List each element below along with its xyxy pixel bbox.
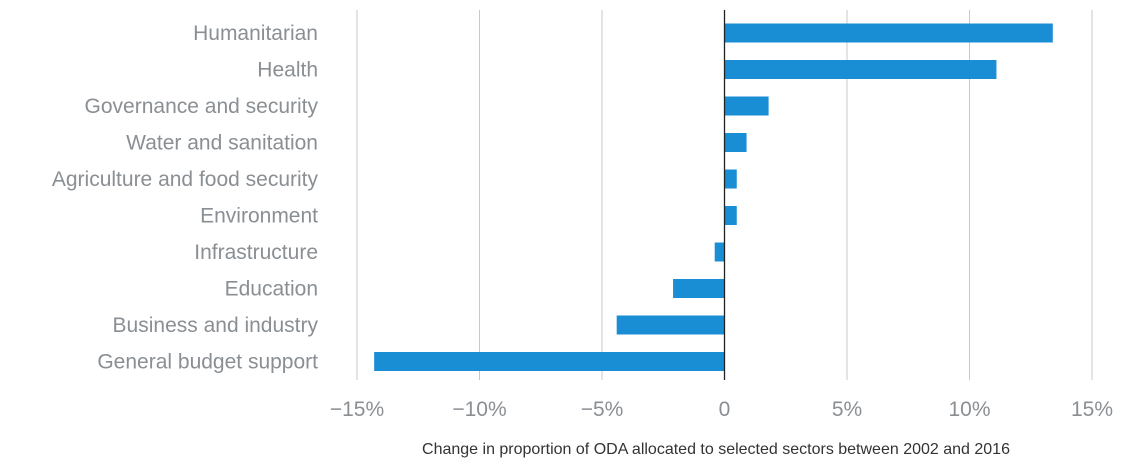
bar: [374, 352, 725, 371]
bar: [673, 279, 725, 298]
category-label: Humanitarian: [193, 22, 318, 45]
category-label: Governance and security: [85, 95, 319, 118]
bar: [724, 133, 747, 152]
x-tick-label: 15%: [1071, 398, 1113, 421]
x-tick-label: −10%: [452, 398, 506, 421]
category-label: Health: [257, 59, 318, 82]
bar: [724, 96, 769, 116]
category-label: Environment: [200, 205, 318, 228]
category-label: Infrastructure: [194, 241, 318, 264]
bars: [374, 23, 1053, 371]
x-tick-labels: −15% −10% −5% 0 5% 10% 15%: [330, 398, 1113, 421]
category-label: General budget support: [97, 351, 318, 374]
category-label: Business and industry: [113, 314, 319, 337]
x-tick-label: −15%: [330, 398, 384, 421]
category-labels: Humanitarian Health Governance and securit…: [52, 22, 319, 374]
bar: [724, 23, 1053, 43]
x-tick-label: −5%: [581, 398, 624, 421]
bar: [724, 169, 737, 189]
x-tick-label: 10%: [948, 398, 990, 421]
x-tick-label: 0: [719, 398, 731, 421]
category-label: Water and sanitation: [126, 132, 318, 155]
x-axis-title: Change in proportion of ODA allocated to…: [422, 441, 1010, 458]
category-label: Education: [225, 278, 318, 301]
bar: [724, 206, 737, 225]
bar: [724, 60, 997, 79]
category-label: Agriculture and food security: [52, 168, 319, 191]
x-tick-label: 5%: [832, 398, 862, 421]
bar: [616, 315, 725, 335]
bar: [714, 242, 725, 262]
